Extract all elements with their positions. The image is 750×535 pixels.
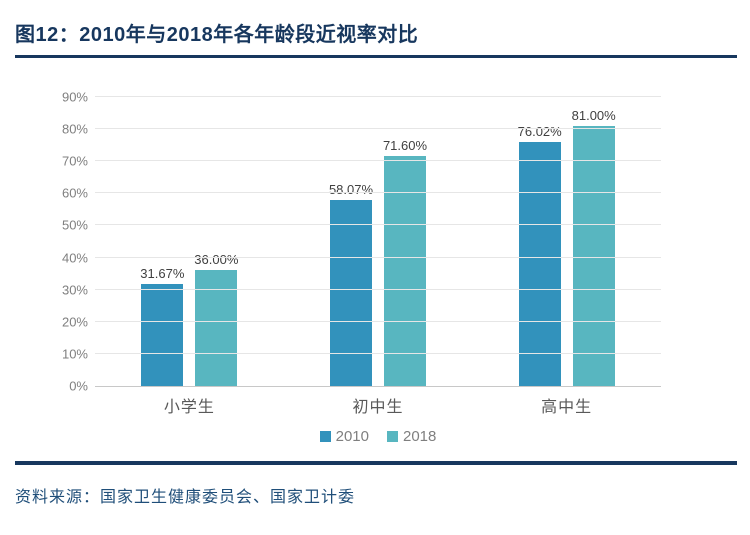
x-axis: 小学生 初中生 高中生 <box>95 393 661 417</box>
legend-swatch-icon <box>319 431 331 442</box>
bar-group: 31.67% 36.00% <box>95 97 284 386</box>
gridline <box>95 256 661 258</box>
legend-item-2018: 2018 <box>387 429 436 444</box>
bar-2010-高中生: 76.02% <box>518 125 562 386</box>
y-tick-label: 70% <box>61 153 88 169</box>
bar-value-label: 36.00% <box>194 252 239 268</box>
gridline <box>95 128 661 130</box>
plot-area: 31.67% 36.00% 58.07% 71.60% 76.02% 81.00% <box>95 96 661 387</box>
legend-item-2010: 2010 <box>319 428 369 445</box>
bar-2018-高中生: 81.00% <box>572 109 616 386</box>
chart-title: 图12：2010年与2018年各年龄段近视率对比 <box>15 24 419 46</box>
bar-value-label: 81.00% <box>571 107 616 123</box>
gridline <box>95 320 661 322</box>
y-tick-label: 40% <box>61 250 88 266</box>
bar-2010-初中生: 58.07% <box>329 183 373 386</box>
bar-2010-小学生: 31.67% <box>140 267 184 386</box>
y-tick-label: 90% <box>61 89 88 105</box>
y-tick-label: 60% <box>61 185 88 201</box>
legend-label: 2018 <box>403 428 437 445</box>
legend-label: 2010 <box>335 428 369 445</box>
legend-swatch-icon <box>387 431 398 442</box>
gridline <box>95 192 661 194</box>
y-tick-label: 10% <box>61 346 88 362</box>
category-label: 初中生 <box>352 399 404 416</box>
bar-group: 76.02% 81.00% <box>472 97 661 386</box>
bar-groups: 31.67% 36.00% 58.07% 71.60% 76.02% 81.00% <box>95 97 661 386</box>
bar-value-label: 31.67% <box>140 266 185 282</box>
y-tick-label: 20% <box>61 314 88 330</box>
bar-value-label: 76.02% <box>517 123 562 139</box>
category-label: 小学生 <box>163 399 215 416</box>
y-tick-label: 30% <box>61 282 88 298</box>
y-tick-label: 50% <box>61 217 88 233</box>
bar-2018-初中生: 71.60% <box>383 139 427 386</box>
gridline <box>95 96 661 97</box>
bar-2018-小学生: 36.00% <box>194 253 238 386</box>
gridline <box>95 160 661 162</box>
category-label: 高中生 <box>541 399 593 416</box>
gridline <box>95 352 661 354</box>
gridline <box>95 224 661 226</box>
source-note: 资料来源：国家卫生健康委员会、国家卫计委 <box>15 489 356 506</box>
legend: 2010 2018 <box>95 429 661 444</box>
y-tick-label: 80% <box>61 121 88 137</box>
bar-value-label: 58.07% <box>328 181 374 197</box>
bar-value-label: 71.60% <box>382 138 428 154</box>
title-divider-line <box>15 55 737 58</box>
y-tick-label: 0% <box>69 378 88 394</box>
footer-divider-line <box>15 461 737 465</box>
y-axis: 0% 10% 20% 30% 40% 50% 60% 70% 80% 90% <box>33 91 88 393</box>
bar-group: 58.07% 71.60% <box>284 97 473 386</box>
gridline <box>95 288 661 290</box>
